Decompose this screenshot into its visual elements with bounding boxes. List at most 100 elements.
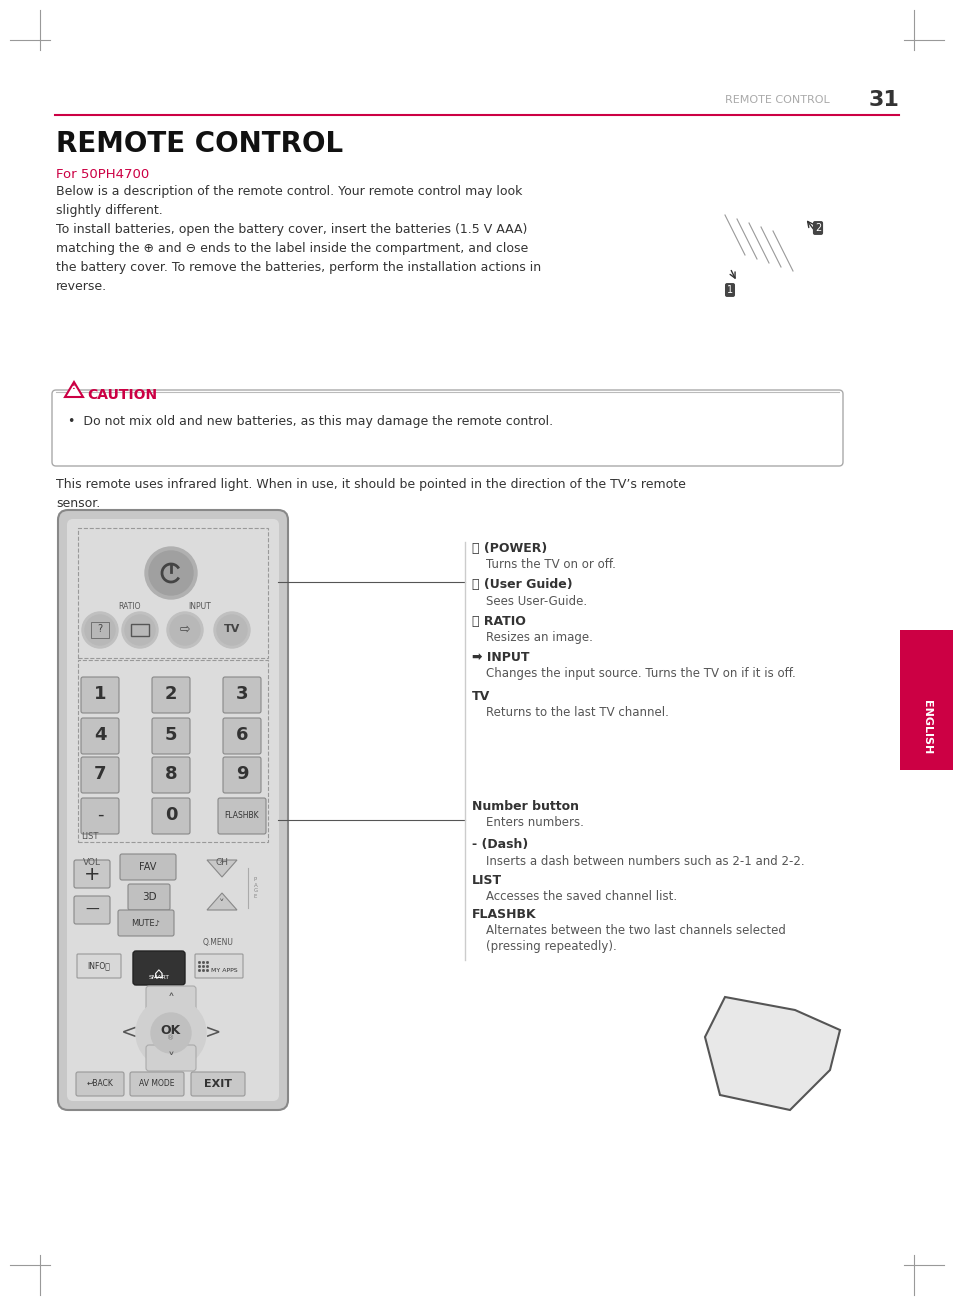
Circle shape — [170, 615, 200, 645]
Bar — [78, 529, 268, 658]
Text: TV: TV — [472, 690, 490, 703]
Circle shape — [149, 551, 193, 595]
Text: INPUT: INPUT — [189, 602, 212, 611]
FancyBboxPatch shape — [223, 677, 261, 713]
Text: -: - — [96, 806, 103, 823]
FancyBboxPatch shape — [128, 883, 170, 910]
Text: Below is a description of the remote control. Your remote control may look
sligh: Below is a description of the remote con… — [56, 185, 540, 294]
FancyBboxPatch shape — [130, 1071, 184, 1096]
FancyBboxPatch shape — [146, 987, 195, 1011]
Text: VOL: VOL — [83, 857, 101, 867]
Text: ENGLISH: ENGLISH — [921, 699, 931, 754]
Text: Enters numbers.: Enters numbers. — [485, 816, 583, 829]
FancyBboxPatch shape — [81, 718, 119, 754]
Circle shape — [145, 547, 196, 599]
Text: MUTE♪: MUTE♪ — [132, 919, 160, 928]
Text: MY APPS: MY APPS — [211, 967, 237, 972]
FancyBboxPatch shape — [132, 951, 185, 985]
Text: Returns to the last TV channel.: Returns to the last TV channel. — [485, 706, 668, 719]
Text: RATIO: RATIO — [118, 602, 141, 611]
Circle shape — [167, 612, 203, 649]
FancyBboxPatch shape — [118, 910, 173, 936]
Circle shape — [213, 612, 250, 649]
Circle shape — [85, 615, 115, 645]
FancyBboxPatch shape — [81, 757, 119, 793]
Text: ?: ? — [97, 624, 103, 634]
Text: - (Dash): - (Dash) — [472, 838, 528, 851]
Text: CH: CH — [215, 857, 229, 867]
Text: EXIT: EXIT — [204, 1079, 232, 1088]
Text: FLASHBK: FLASHBK — [472, 908, 536, 921]
FancyBboxPatch shape — [899, 630, 953, 770]
Polygon shape — [65, 382, 83, 397]
FancyBboxPatch shape — [152, 797, 190, 834]
Text: (pressing repeatedly).: (pressing repeatedly). — [485, 940, 616, 953]
Text: Changes the input source. Turns the TV on if it is off.: Changes the input source. Turns the TV o… — [485, 667, 795, 680]
Text: Sees User-Guide.: Sees User-Guide. — [485, 595, 586, 608]
Bar — [78, 660, 268, 842]
Circle shape — [136, 998, 206, 1067]
Text: ⌂: ⌂ — [154, 967, 164, 981]
Text: Number button: Number button — [472, 800, 578, 813]
Text: Inserts a dash between numbers such as 2-1 and 2-2.: Inserts a dash between numbers such as 2… — [485, 855, 803, 868]
Text: 5: 5 — [165, 726, 177, 744]
Text: ˅: ˅ — [219, 899, 225, 910]
Text: sensor.: sensor. — [56, 497, 100, 510]
Text: ⇨: ⇨ — [179, 622, 190, 636]
FancyBboxPatch shape — [77, 954, 121, 977]
Text: ↩BACK: ↩BACK — [87, 1079, 113, 1088]
FancyBboxPatch shape — [146, 1045, 195, 1071]
Text: INFOⓄ: INFOⓄ — [88, 962, 111, 971]
Text: SMART: SMART — [149, 975, 170, 980]
Text: 3D: 3D — [142, 893, 156, 902]
Circle shape — [122, 612, 158, 649]
Text: •  Do not mix old and new batteries, as this may damage the remote control.: • Do not mix old and new batteries, as t… — [68, 415, 553, 428]
Text: ⏻ (POWER): ⏻ (POWER) — [472, 542, 547, 555]
Text: ⎕ RATIO: ⎕ RATIO — [472, 615, 525, 628]
Text: ˄: ˄ — [168, 993, 174, 1007]
Text: Resizes an image.: Resizes an image. — [485, 632, 592, 643]
Text: 9: 9 — [235, 765, 248, 783]
FancyBboxPatch shape — [218, 797, 266, 834]
Polygon shape — [207, 893, 236, 910]
Text: ˅: ˅ — [168, 1052, 174, 1066]
Text: CAUTION: CAUTION — [87, 388, 157, 402]
FancyBboxPatch shape — [152, 677, 190, 713]
FancyBboxPatch shape — [223, 757, 261, 793]
Text: 2: 2 — [165, 685, 177, 703]
Text: 8: 8 — [165, 765, 177, 783]
Text: Accesses the saved channel list.: Accesses the saved channel list. — [485, 890, 677, 903]
Text: Turns the TV on or off.: Turns the TV on or off. — [485, 559, 616, 572]
Text: Alternates between the two last channels selected: Alternates between the two last channels… — [485, 924, 785, 937]
Text: >: > — [205, 1023, 221, 1041]
Circle shape — [216, 615, 247, 645]
Text: 4: 4 — [93, 726, 106, 744]
Polygon shape — [704, 997, 840, 1111]
Text: ˄: ˄ — [219, 861, 225, 870]
Text: 0: 0 — [165, 806, 177, 823]
Text: REMOTE CONTROL: REMOTE CONTROL — [724, 95, 829, 104]
Text: FAV: FAV — [139, 863, 156, 872]
FancyBboxPatch shape — [74, 860, 110, 887]
Text: ➡ INPUT: ➡ INPUT — [472, 651, 529, 664]
Circle shape — [125, 615, 154, 645]
Text: AV MODE: AV MODE — [139, 1079, 174, 1088]
Text: 1: 1 — [726, 284, 732, 295]
FancyBboxPatch shape — [58, 510, 288, 1111]
Circle shape — [82, 612, 118, 649]
Text: ®: ® — [168, 1035, 174, 1041]
Text: —: — — [85, 903, 99, 917]
Text: +: + — [84, 864, 100, 883]
Text: This remote uses infrared light. When in use, it should be pointed in the direct: This remote uses infrared light. When in… — [56, 478, 685, 491]
Circle shape — [151, 1013, 191, 1053]
FancyBboxPatch shape — [223, 718, 261, 754]
Polygon shape — [207, 860, 236, 877]
FancyBboxPatch shape — [74, 897, 110, 924]
Text: TV: TV — [224, 624, 240, 634]
Text: P
A
G
E: P A G E — [253, 877, 258, 899]
Text: For 50PH4700: For 50PH4700 — [56, 168, 149, 181]
FancyBboxPatch shape — [120, 853, 175, 880]
Text: ❓ (User Guide): ❓ (User Guide) — [472, 578, 572, 591]
Text: 2: 2 — [814, 223, 821, 234]
Text: Q.MENU: Q.MENU — [202, 938, 233, 947]
